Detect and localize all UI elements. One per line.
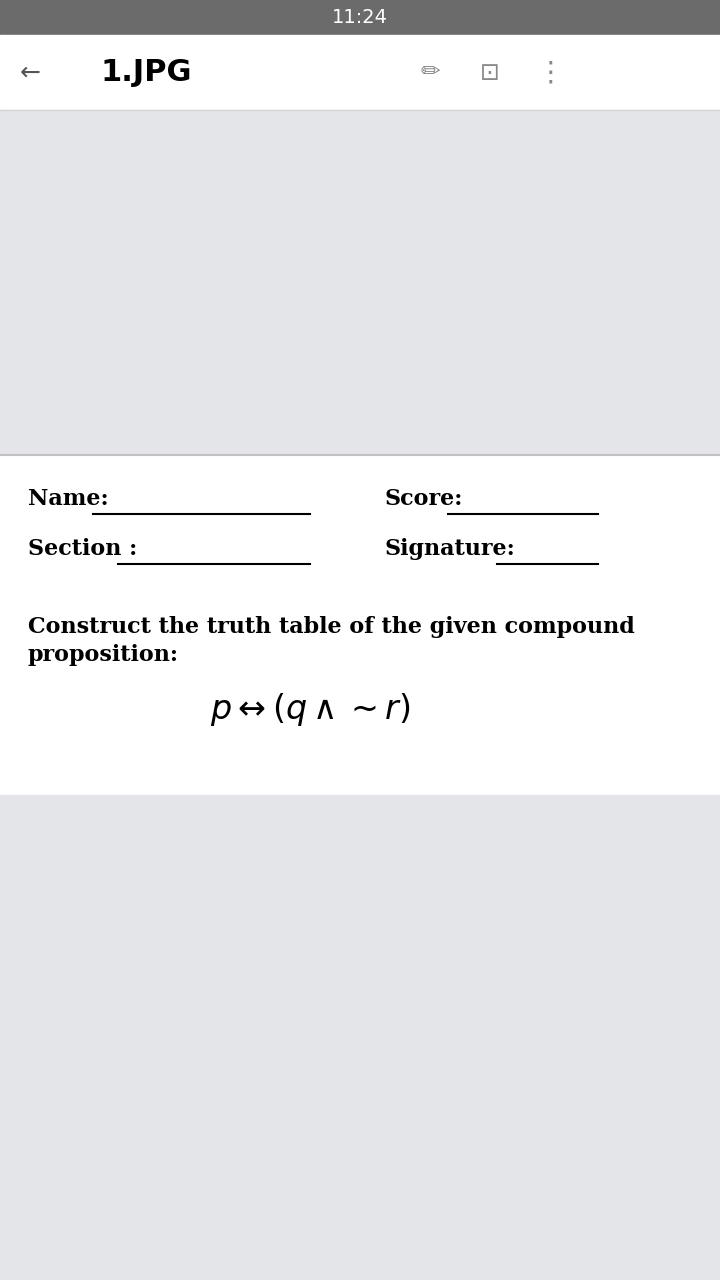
- Bar: [0, 454, 720, 795]
- Text: proposition:: proposition:: [28, 644, 179, 666]
- Bar: [0, 0, 720, 35]
- Bar: [0, 35, 720, 110]
- Text: 1.JPG: 1.JPG: [100, 58, 192, 87]
- Text: ⋮: ⋮: [536, 59, 564, 87]
- Text: ⊡: ⊡: [480, 60, 500, 84]
- Text: Section :: Section :: [28, 538, 138, 561]
- Text: $p \leftrightarrow (q \wedge {\sim}r)$: $p \leftrightarrow (q \wedge {\sim}r)$: [210, 691, 410, 728]
- Bar: [0, 110, 720, 454]
- Bar: [0, 795, 720, 1280]
- Text: Score:: Score:: [385, 488, 464, 509]
- Text: 11:24: 11:24: [332, 8, 388, 27]
- Text: ←: ←: [19, 60, 40, 84]
- Text: Signature:: Signature:: [385, 538, 516, 561]
- Text: ✏: ✏: [420, 60, 440, 84]
- Text: Construct the truth table of the given compound: Construct the truth table of the given c…: [28, 616, 635, 637]
- Text: Name:: Name:: [28, 488, 109, 509]
